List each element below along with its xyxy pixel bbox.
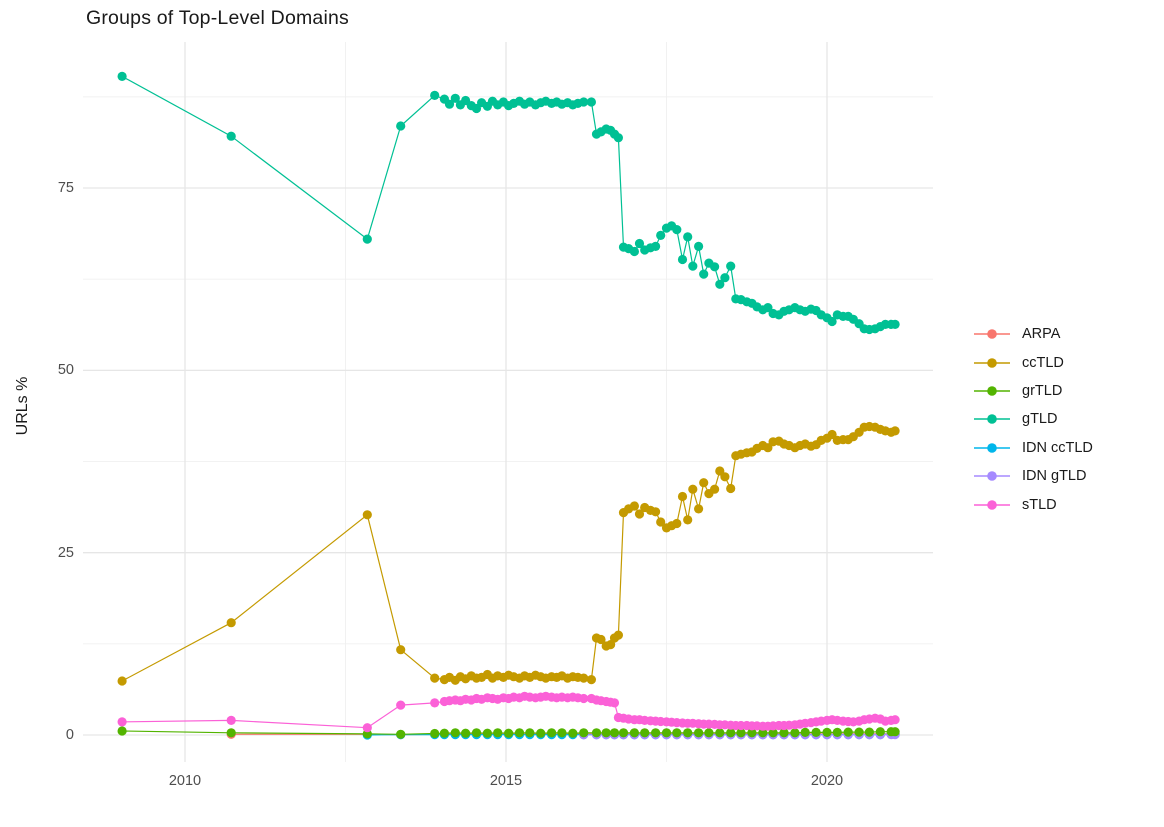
legend-label: ARPA: [1022, 326, 1061, 343]
legend-entry-gtld: gTLD: [974, 405, 1093, 433]
y-tick-label-50: 50: [57, 362, 74, 378]
legend-entry-idn-cctld: IDN ccTLD: [974, 434, 1093, 462]
legend-key-icon: [974, 499, 1010, 510]
legend-label: IDN ccTLD: [1022, 439, 1093, 456]
y-tick-label-75: 75: [57, 180, 74, 196]
legend: ARPA ccTLD grTLD gTLD IDN ccTLD IDN gTLD…: [974, 320, 1093, 519]
legend-key-icon: [974, 414, 1010, 425]
y-tick-label-0: 0: [65, 727, 74, 743]
y-tick-label-25: 25: [57, 545, 74, 561]
legend-entry-cctld: ccTLD: [974, 348, 1093, 376]
x-tick-label-2020: 2020: [810, 773, 844, 789]
legend-key-icon: [974, 386, 1010, 396]
legend-label: sTLD: [1022, 496, 1057, 513]
x-tick-label-2010: 2010: [168, 773, 202, 789]
legend-label: gTLD: [1022, 411, 1058, 428]
legend-label: ccTLD: [1022, 354, 1064, 371]
legend-entry-stld: sTLD: [974, 490, 1093, 518]
legend-key-icon: [974, 442, 1010, 453]
legend-key-icon: [974, 357, 1010, 368]
legend-key-icon: [974, 329, 1010, 339]
legend-entry-idn-gtld: IDN gTLD: [974, 462, 1093, 490]
legend-label: IDN gTLD: [1022, 468, 1087, 485]
legend-label: grTLD: [1022, 382, 1063, 399]
legend-key-icon: [974, 471, 1010, 481]
legend-entry-arpa: ARPA: [974, 320, 1093, 348]
chart-title: Groups of Top-Level Domains: [86, 7, 350, 29]
x-tick-label-2015: 2015: [489, 773, 523, 789]
legend-entry-grtld: grTLD: [974, 377, 1093, 405]
